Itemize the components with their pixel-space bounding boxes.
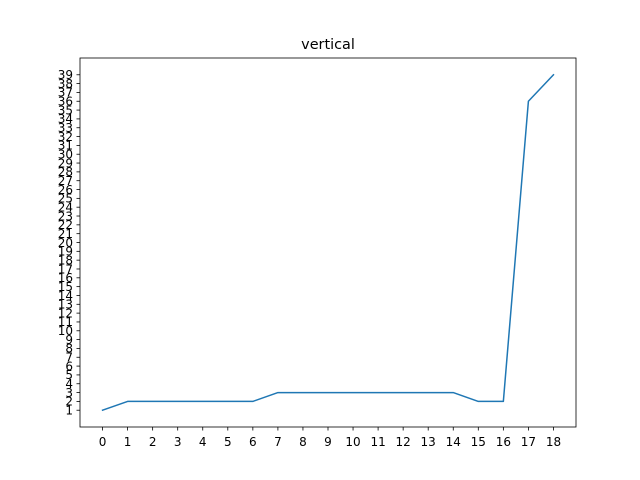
y-tick-label: 24 xyxy=(58,200,73,214)
y-tick-label: 13 xyxy=(58,298,73,312)
y-tick-label: 26 xyxy=(58,183,73,197)
y-tick-label: 31 xyxy=(58,139,73,153)
x-tick-label: 17 xyxy=(521,435,536,449)
x-tick-label: 5 xyxy=(224,435,232,449)
y-tick-label: 34 xyxy=(58,112,73,126)
y-tick-label: 38 xyxy=(58,77,73,91)
y-tick-label: 20 xyxy=(58,236,73,250)
x-tick-label: 18 xyxy=(546,435,561,449)
y-tick-label: 16 xyxy=(58,271,73,285)
y-tick-label: 11 xyxy=(58,315,73,329)
x-tick-label: 0 xyxy=(99,435,107,449)
y-tick-label: 29 xyxy=(58,156,73,170)
y-tick-label: 27 xyxy=(58,174,73,188)
x-tick-label: 14 xyxy=(446,435,461,449)
series-line xyxy=(101,73,555,412)
y-tick-label: 9 xyxy=(65,333,73,347)
y-tick-label: 5 xyxy=(65,368,73,382)
y-tick-label: 3 xyxy=(65,386,73,400)
y-tick-label: 21 xyxy=(58,227,73,241)
y-tick-label: 14 xyxy=(58,289,73,303)
y-tick-label: 33 xyxy=(58,121,73,135)
y-tick-label: 2 xyxy=(65,395,73,409)
x-tick-label: 13 xyxy=(421,435,436,449)
y-tick-label: 6 xyxy=(65,359,73,373)
y-tick-label: 28 xyxy=(58,165,73,179)
y-tick-label: 37 xyxy=(58,86,73,100)
y-tick-label: 10 xyxy=(58,324,73,338)
y-tick-label: 23 xyxy=(58,209,73,223)
x-tick-label: 12 xyxy=(396,435,411,449)
y-tick-label: 25 xyxy=(58,192,73,206)
y-tick-label: 36 xyxy=(58,95,73,109)
x-tick-label: 11 xyxy=(370,435,385,449)
x-tick-label: 1 xyxy=(124,435,132,449)
x-tick-label: 2 xyxy=(149,435,157,449)
y-tick-label: 22 xyxy=(58,218,73,232)
x-tick-label: 7 xyxy=(274,435,282,449)
x-tick-label: 8 xyxy=(299,435,307,449)
y-tick-label: 32 xyxy=(58,130,73,144)
y-tick-label: 12 xyxy=(58,306,73,320)
y-tick-label: 8 xyxy=(65,342,73,356)
y-tick-label: 1 xyxy=(65,404,73,418)
x-tick-label: 6 xyxy=(249,435,257,449)
x-tick-label: 3 xyxy=(174,435,182,449)
y-tick-label: 7 xyxy=(65,351,73,365)
x-tick-label: 9 xyxy=(324,435,332,449)
y-tick-label: 17 xyxy=(58,262,73,276)
x-tick-label: 10 xyxy=(345,435,360,449)
y-tick-label: 15 xyxy=(58,280,73,294)
y-tick-label: 18 xyxy=(58,253,73,267)
y-tick-label: 39 xyxy=(58,68,73,82)
y-tick-label: 19 xyxy=(58,245,73,259)
chart-title: vertical xyxy=(301,37,355,53)
y-tick-label: 35 xyxy=(58,103,73,117)
y-axis: 1234567891011121314151617181920212223242… xyxy=(58,68,80,418)
y-tick-label: 4 xyxy=(65,377,73,391)
x-tick-label: 15 xyxy=(471,435,486,449)
plot-area xyxy=(79,57,577,428)
x-tick-label: 16 xyxy=(496,435,511,449)
x-tick-label: 4 xyxy=(199,435,207,449)
y-tick-label: 30 xyxy=(58,148,73,162)
x-axis: 0 1 2 3 4 5 6 7 8 9 10 11 12 13 14 15 16 17 18 xyxy=(99,427,561,449)
